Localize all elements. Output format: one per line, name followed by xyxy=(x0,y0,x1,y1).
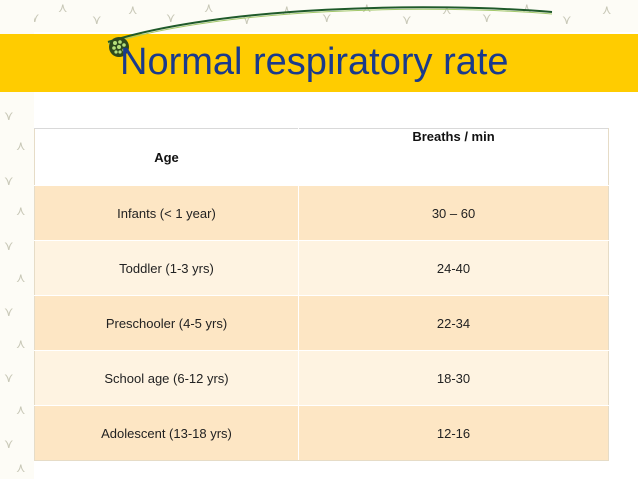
table-row: Preschooler (4-5 yrs) 22-34 xyxy=(34,295,609,351)
slide-title: Normal respiratory rate xyxy=(120,41,509,83)
pattern-glyph: ⋎ xyxy=(166,11,176,26)
column-header-age: Age xyxy=(34,128,299,186)
pattern-glyph: ⋎ xyxy=(482,11,492,26)
age-cell: Infants (< 1 year) xyxy=(34,185,299,241)
table-row: School age (6-12 yrs) 18-30 xyxy=(34,350,609,406)
rate-cell: 22-34 xyxy=(298,295,609,351)
decorative-pattern-top: ⋏ ⋎ ⋏ ⋎ ⋏ ⋎ ⋏ ⋎ ⋏ ⋎ ⋏ ⋎ ⋏ ⋎ ⋏ ⋎ ⋏ xyxy=(0,0,638,32)
pattern-glyph: ⋎ xyxy=(4,437,14,452)
pattern-glyph: ⋎ xyxy=(4,239,14,254)
pattern-glyph: ⋏ xyxy=(16,204,26,219)
pattern-glyph: ⋎ xyxy=(242,13,252,28)
respiratory-rate-table: Age Breaths / min Infants (< 1 year) 30 … xyxy=(34,128,609,461)
slide-bullet-icon xyxy=(109,37,129,57)
pattern-glyph: ⋏ xyxy=(58,1,68,16)
pattern-glyph: ⋏ xyxy=(442,3,452,18)
table-row: Infants (< 1 year) 30 – 60 xyxy=(34,185,609,241)
pattern-glyph: ⋎ xyxy=(92,13,102,28)
age-cell: School age (6-12 yrs) xyxy=(34,350,299,406)
age-cell: Adolescent (13-18 yrs) xyxy=(34,405,299,461)
rate-cell: 30 – 60 xyxy=(298,185,609,241)
pattern-glyph: ⋎ xyxy=(562,13,572,28)
pattern-glyph: ⋏ xyxy=(16,139,26,154)
title-band xyxy=(0,34,638,92)
rate-cell: 18-30 xyxy=(298,350,609,406)
pattern-glyph: ⋎ xyxy=(30,11,40,26)
pattern-glyph: ⋏ xyxy=(16,461,26,476)
pattern-glyph: ⋎ xyxy=(4,109,14,124)
pattern-glyph: ⋎ xyxy=(402,13,412,28)
age-cell: Preschooler (4-5 yrs) xyxy=(34,295,299,351)
pattern-glyph: ⋏ xyxy=(16,403,26,418)
pattern-glyph: ⋏ xyxy=(602,3,612,18)
rate-cell: 24-40 xyxy=(298,240,609,296)
table-row: Adolescent (13-18 yrs) 12-16 xyxy=(34,405,609,461)
table-header-row: Age Breaths / min xyxy=(34,128,609,186)
rate-cell: 12-16 xyxy=(298,405,609,461)
pattern-glyph: ⋏ xyxy=(204,1,214,16)
column-header-breaths: Breaths / min xyxy=(298,128,609,186)
pattern-glyph: ⋏ xyxy=(16,271,26,286)
pattern-glyph: ⋎ xyxy=(4,371,14,386)
pattern-glyph: ⋏ xyxy=(522,1,532,16)
pattern-glyph: ⋎ xyxy=(322,11,332,26)
table-row: Toddler (1-3 yrs) 24-40 xyxy=(34,240,609,296)
pattern-glyph: ⋏ xyxy=(282,3,292,18)
pattern-glyph: ⋎ xyxy=(4,305,14,320)
pattern-glyph: ⋏ xyxy=(16,337,26,352)
pattern-glyph: ⋎ xyxy=(4,174,14,189)
pattern-glyph: ⋏ xyxy=(128,3,138,18)
age-cell: Toddler (1-3 yrs) xyxy=(34,240,299,296)
